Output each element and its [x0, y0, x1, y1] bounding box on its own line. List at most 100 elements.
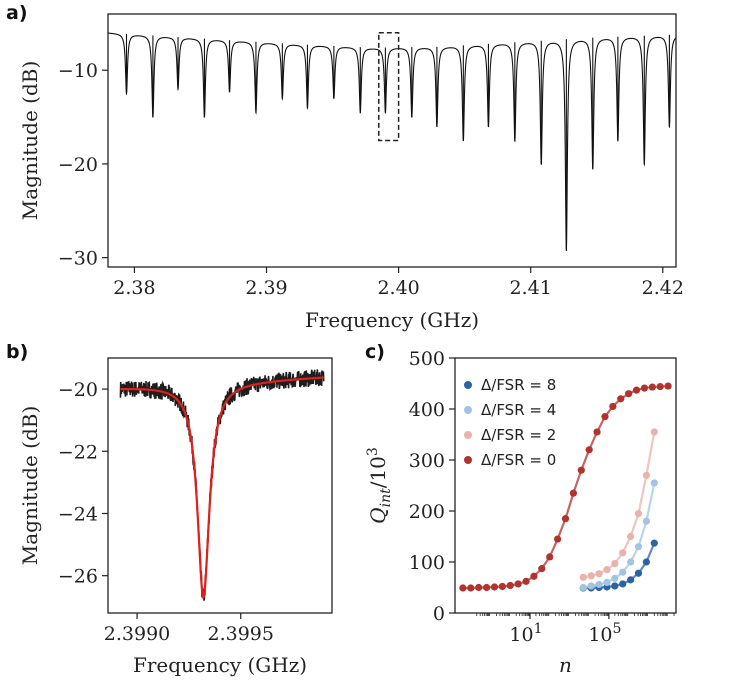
- panel-c-data-point: [634, 569, 643, 577]
- panel-c-data-point: [506, 581, 514, 590]
- panel-c-data-point: [619, 580, 627, 588]
- panel-c-ytick-label: 300: [409, 450, 445, 472]
- panel-c-data-point: [617, 395, 625, 403]
- panel-c-data-point: [650, 479, 658, 487]
- panel-a-xlabel: Frequency (GHz): [305, 308, 479, 332]
- panel-a-ytick-label: −20: [58, 154, 98, 176]
- panel-c-legend-marker: [464, 381, 472, 389]
- panel-c-data-point: [522, 577, 530, 585]
- panel-c-ylabel: Qint/103: [365, 447, 394, 524]
- panel-c-data-point: [514, 580, 522, 588]
- panel-a-trace: [108, 32, 676, 251]
- panel-c-data-point: [587, 572, 595, 580]
- panel-c-legend-marker: [464, 431, 472, 439]
- panel-a-xtick-label: 2.41: [510, 277, 552, 299]
- panel-c-data-point: [498, 582, 506, 591]
- panel-c-data-point: [459, 584, 467, 592]
- panel-c-data-point: [587, 582, 595, 590]
- panel-b-xlabel: Frequency (GHz): [133, 653, 307, 677]
- panel-c-data-point: [664, 382, 672, 390]
- panel-c-data-point: [467, 584, 475, 592]
- panel-a-tag: a): [6, 2, 28, 24]
- panel-c-legend-label: Δ/FSR = 0: [481, 451, 556, 469]
- panel-c-data-point: [611, 582, 619, 590]
- panel-a-xtick-label: 2.38: [113, 277, 155, 299]
- panel-c-data-point: [577, 466, 585, 474]
- panel-c-data-point: [627, 576, 635, 584]
- panel-a: 2.38 2.39 2.40 2.41 2.42 −10 −20 −30 Frequency …: [18, 13, 684, 332]
- panel-c-data-point: [611, 574, 619, 582]
- panel-c-data-point: [595, 570, 603, 578]
- panel-c-data-point: [642, 558, 651, 566]
- panel-c-data-point: [561, 515, 570, 523]
- panel-a-ticks: 2.38 2.39 2.40 2.41 2.42 −10 −20 −30: [58, 60, 684, 299]
- panel-b-xtick-label: 2.3995: [207, 623, 273, 645]
- panel-c-data-point: [490, 583, 499, 591]
- panel-a-frame: [107, 13, 677, 268]
- panel-c-data-point: [611, 559, 619, 568]
- panel-a-ytick-label: −10: [58, 60, 98, 82]
- panel-c-ytick-label: 500: [409, 348, 445, 370]
- panel-c-data-point: [640, 384, 649, 392]
- panel-c-data-point: [554, 535, 562, 543]
- panel-b-xtick-label: 2.3990: [104, 623, 170, 645]
- panel-b: 2.3990 2.3995 −20 −22 −24 −26 Frequency (GHz)…: [18, 357, 333, 677]
- panel-c-frame: [454, 357, 677, 614]
- panel-b-fit-curve: [120, 376, 324, 600]
- panel-c-data-point: [482, 583, 491, 592]
- panel-c-legend-marker: [464, 456, 472, 464]
- panel-a-xtick-label: 2.40: [377, 277, 419, 299]
- panel-c-data-point: [593, 428, 601, 436]
- panel-c-legend: Δ/FSR = 8 Δ/FSR = 4 Δ/FSR = 2 Δ/FSR = 0: [464, 376, 556, 469]
- panel-b-tag: b): [6, 341, 28, 363]
- panel-c-data-point: [650, 428, 658, 436]
- panel-c-data-point: [642, 471, 651, 479]
- panel-c-ytick-label: 400: [409, 399, 445, 421]
- panel-a-ytick-label: −30: [58, 248, 98, 270]
- panel-c-data-point: [627, 558, 635, 566]
- panel-c-data-point: [634, 543, 643, 551]
- panel-c-data-point: [546, 553, 554, 561]
- panel-c-xtick-label: 105: [588, 621, 621, 646]
- panel-c-tag: c): [365, 341, 385, 363]
- panel-c-data-point: [585, 446, 593, 454]
- panel-c-series-line: [583, 482, 656, 589]
- panel-b-ytick-label: −26: [58, 566, 98, 588]
- panel-b-ytick-label: −22: [58, 441, 98, 463]
- panel-c-data-point: [625, 390, 633, 398]
- panel-c-data-point: [530, 572, 538, 580]
- panel-c-legend-label: Δ/FSR = 4: [481, 401, 556, 419]
- panel-b-ticks: 2.3990 2.3995 −20 −22 −24 −26: [58, 379, 274, 645]
- panel-c-ticks: 101 105 0 100 200 300 400 500: [409, 348, 675, 646]
- panel-b-measured-trace: [119, 369, 325, 601]
- panel-c-data-point: [632, 386, 641, 394]
- panel-a-xtick-label: 2.42: [642, 277, 684, 299]
- panel-c-data-point: [579, 573, 587, 581]
- panel-c-ytick-label: 100: [409, 552, 445, 574]
- panel-c-legend-label: Δ/FSR = 2: [481, 426, 556, 444]
- panel-c-data-point: [603, 578, 611, 587]
- panel-a-highlight-box: [378, 31, 400, 142]
- panel-c-data-point: [579, 583, 587, 592]
- panel-a-xtick-label: 2.39: [245, 277, 287, 299]
- panel-c-data-point: [650, 539, 658, 547]
- panel-c-data: [459, 382, 672, 592]
- panel-c-data-point: [656, 382, 664, 391]
- panel-c-legend-marker: [464, 406, 472, 414]
- panel-b-ytick-label: −20: [58, 379, 98, 401]
- panel-c-data-point: [627, 532, 635, 541]
- panel-c-data-point: [619, 568, 627, 576]
- panel-c-data-point: [595, 580, 603, 589]
- panel-b-ylabel: Magnitude (dB): [18, 406, 42, 566]
- panel-c-ytick-label: 0: [433, 603, 445, 625]
- panel-c-series-line: [583, 431, 656, 579]
- panel-c-data-point: [609, 402, 617, 411]
- panel-b-ytick-label: −24: [58, 503, 98, 525]
- panel-a-data: [108, 31, 676, 251]
- panel-c-data-point: [601, 413, 609, 421]
- panel-c-data-point: [603, 566, 611, 574]
- panel-a-ylabel: Magnitude (dB): [18, 61, 42, 221]
- panel-b-data: [119, 369, 325, 601]
- panel-c-data-point: [569, 489, 577, 497]
